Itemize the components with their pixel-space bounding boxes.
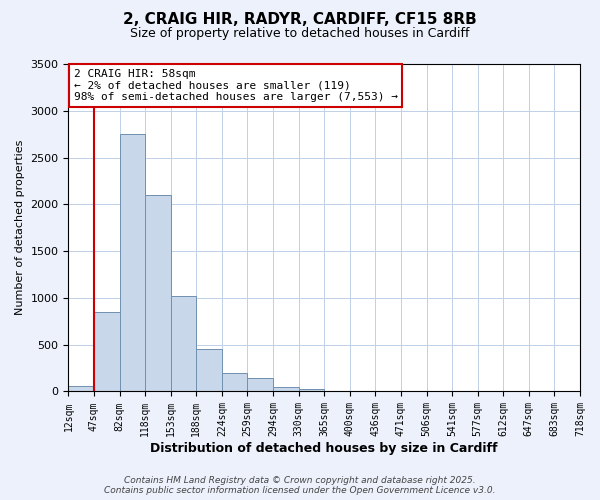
Bar (273, 387, 299, 392)
Bar (119, 134, 145, 392)
Bar (247, 378, 273, 392)
Text: Contains HM Land Registry data © Crown copyright and database right 2025.
Contai: Contains HM Land Registry data © Crown c… (104, 476, 496, 495)
Bar (299, 388, 324, 392)
X-axis label: Distribution of detached houses by size in Cardiff: Distribution of detached houses by size … (151, 442, 498, 455)
Bar (196, 350, 222, 392)
Text: Size of property relative to detached houses in Cardiff: Size of property relative to detached ho… (130, 28, 470, 40)
Bar (68, 386, 94, 392)
Bar (324, 390, 350, 392)
Bar (171, 296, 196, 392)
Y-axis label: Number of detached properties: Number of detached properties (15, 140, 25, 316)
Bar (94, 312, 119, 392)
Bar (145, 195, 171, 392)
Text: 2 CRAIG HIR: 58sqm
← 2% of detached houses are smaller (119)
98% of semi-detache: 2 CRAIG HIR: 58sqm ← 2% of detached hous… (74, 69, 398, 102)
Text: 2, CRAIG HIR, RADYR, CARDIFF, CF15 8RB: 2, CRAIG HIR, RADYR, CARDIFF, CF15 8RB (123, 12, 477, 28)
Bar (222, 373, 247, 392)
